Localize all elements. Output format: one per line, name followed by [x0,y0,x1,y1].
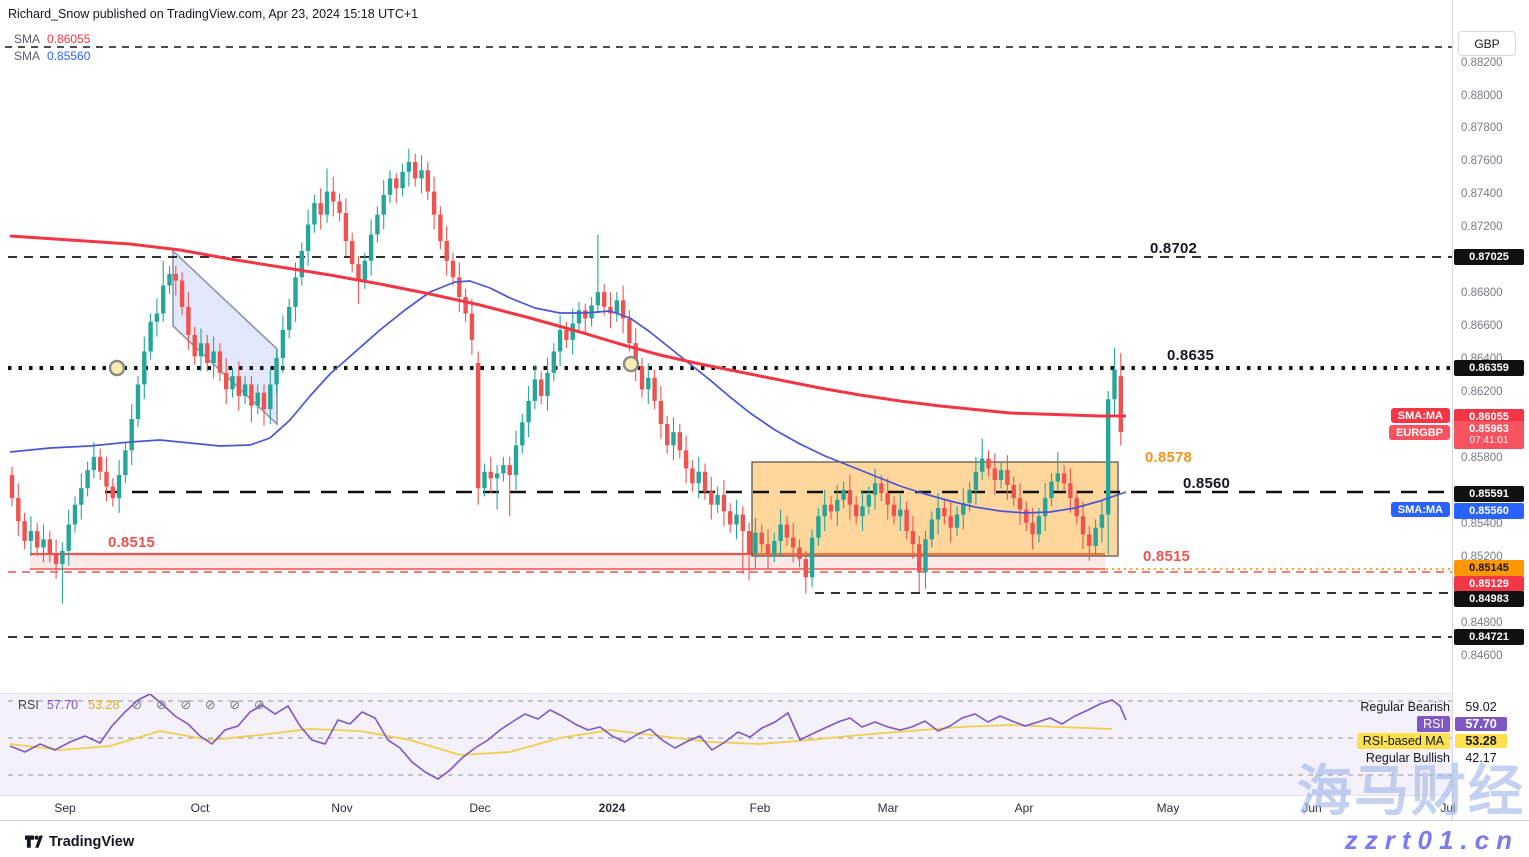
price-tick: 0.86600 [1461,320,1503,333]
hidden-sources-icons[interactable]: ⊘ ⊘ ⊘ ⊘ ⊘ ⊘ [131,697,270,712]
time-tick: Feb [749,801,771,815]
publisher-line: Richard_Snow published on TradingView.co… [8,7,419,21]
tradingview-logo-icon [25,835,43,848]
time-tick: Apr [1014,801,1034,815]
sma-slow-value: 0.85560 [47,49,91,63]
indicator-legend: SMA 0.86055 SMA 0.85560 [14,31,90,65]
price-tick: 0.85400 [1461,517,1503,530]
time-tick: Jul [1440,801,1456,815]
rsi-pane-bg [0,693,1452,795]
event-marker-circle [108,359,126,377]
rsi-ma-line [9,724,1113,756]
sma-fast-line [9,234,1126,418]
axis-top-divider [0,795,1452,796]
price-badge: 0.87025 [1454,249,1524,265]
rsi-row-value: 53.28 [1455,734,1507,748]
sma-slow-line [9,280,1127,514]
time-tick: May [1156,801,1180,815]
time-tick: Oct [190,801,210,815]
rsi-title: RSI [18,698,39,712]
level-label: 0.8578 [1145,449,1193,466]
price-tick: 0.87400 [1461,188,1503,201]
rsi-row-label: RSI [1280,716,1450,732]
price-badge: 0.85591 [1454,486,1524,502]
tradingview-logo-text: TradingView [49,833,135,850]
price-badge: 0.85963 07:41:01 [1454,421,1524,449]
rsi-row-label: RSI-based MA [1280,733,1450,749]
tradingview-logo[interactable]: TradingView [24,832,134,851]
level-label: 0.8635 [1167,347,1215,364]
watermark-chinese: 海马财经 [1296,760,1525,822]
rsi-legend: RSI 57.70 53.28 ⊘ ⊘ ⊘ ⊘ ⊘ ⊘ [18,697,270,713]
price-tick: 0.88200 [1461,56,1503,69]
sma-slow-legend[interactable]: SMA 0.85560 [14,48,90,65]
rsi-line [9,693,1127,780]
time-tick: 2024 [598,801,626,815]
time-tick: Nov [331,801,353,815]
series-float-badge: SMA:MA [1390,502,1450,517]
price-tick: 0.85800 [1461,452,1503,465]
price-tick: 0.86200 [1461,386,1503,399]
price-tick: 0.87600 [1461,155,1503,168]
price-badge: 0.85145 [1454,560,1524,576]
rsi-row-value: 42.17 [1465,751,1497,765]
level-label: 0.8515 [1143,548,1191,565]
pane-divider[interactable] [0,693,1452,694]
rsi-row-value: 59.02 [1465,700,1497,714]
watermark-site: zzrt01.cn [1344,825,1519,855]
rsi-row-label: Regular Bullish [1365,751,1450,765]
currency-button[interactable]: GBP [1458,31,1516,56]
price-tick: 0.87200 [1461,221,1503,234]
time-tick: Jun [1302,801,1322,815]
price-tick: 0.85200 [1461,550,1503,563]
price-tick: 0.86800 [1461,287,1503,300]
time-tick: Mar [877,801,899,815]
price-tick: 0.84600 [1461,649,1503,662]
price-tick: 0.88000 [1461,89,1503,102]
sma-fast-legend[interactable]: SMA 0.86055 [14,31,90,48]
price-tick: 0.87800 [1461,122,1503,135]
price-tick: 0.84800 [1461,616,1503,629]
sma-slow-label: SMA [14,49,41,63]
price-badge: 0.86359 [1454,360,1524,376]
price-badge: 0.84983 [1454,591,1524,607]
price-badge: 0.84721 [1454,629,1524,645]
price-badge: 0.85129 [1454,576,1524,592]
rsi-value: 57.70 [46,698,79,712]
sma-fast-label: SMA [14,32,41,46]
support-band-zone [30,554,1105,569]
series-float-badge: EURGBP [1388,425,1450,440]
level-label: 0.8515 [108,534,156,551]
rsi-ma-value: 53.28 [88,698,120,712]
rsi-row-label: Regular Bearish [1360,700,1450,714]
time-tick: Dec [469,801,491,815]
rsi-row-value: 57.70 [1455,717,1507,731]
chart-bottom-divider [0,820,1529,821]
level-label: 0.8702 [1150,240,1198,257]
level-label: 0.8560 [1183,475,1231,492]
price-badge: 0.85560 [1454,503,1524,519]
time-tick: Sep [54,801,76,815]
event-marker-circle [622,355,640,373]
series-float-badge: SMA:MA [1390,408,1450,423]
sma-fast-value: 0.86055 [47,32,91,46]
